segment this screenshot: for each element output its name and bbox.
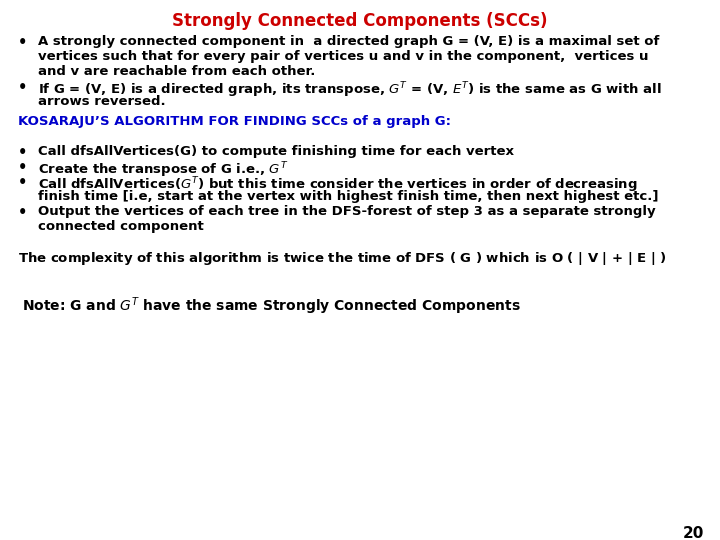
Text: •: • — [18, 35, 27, 50]
Text: •: • — [18, 160, 27, 175]
Text: A strongly connected component in  a directed graph G = (V, E) is a maximal set : A strongly connected component in a dire… — [38, 35, 660, 48]
Text: vertices such that for every pair of vertices u and v in the component,  vertice: vertices such that for every pair of ver… — [38, 50, 649, 63]
Text: KOSARAJU’S ALGORITHM FOR FINDING SCCs of a graph G:: KOSARAJU’S ALGORITHM FOR FINDING SCCs of… — [18, 115, 451, 128]
Text: •: • — [18, 80, 27, 95]
Text: Call dfsAllVertices(G) to compute finishing time for each vertex: Call dfsAllVertices(G) to compute finish… — [38, 145, 514, 158]
Text: If G = (V, E) is a directed graph, its transpose, $G^T$ = (V, $E^T$) is the same: If G = (V, E) is a directed graph, its t… — [38, 80, 662, 99]
Text: finish time [i.e, start at the vertex with highest finish time, then next highes: finish time [i.e, start at the vertex wi… — [38, 190, 659, 203]
Text: and v are reachable from each other.: and v are reachable from each other. — [38, 65, 315, 78]
Text: connected component: connected component — [38, 220, 204, 233]
Text: •: • — [18, 175, 27, 190]
Text: 20: 20 — [683, 526, 704, 540]
Text: •: • — [18, 145, 27, 160]
Text: $\bf{Note}$: G and $G^T$ have the same Strongly Connected Components: $\bf{Note}$: G and $G^T$ have the same S… — [22, 295, 521, 316]
Text: Call dfsAllVertices($G^T$) but this time consider the vertices in order of decre: Call dfsAllVertices($G^T$) but this time… — [38, 175, 637, 194]
Text: Strongly Connected Components (SCCs): Strongly Connected Components (SCCs) — [172, 12, 548, 30]
Text: •: • — [18, 205, 27, 220]
Text: Output the vertices of each tree in the DFS-forest of step 3 as a separate stron: Output the vertices of each tree in the … — [38, 205, 656, 218]
Text: Create the transpose of G i.e., $G^T$: Create the transpose of G i.e., $G^T$ — [38, 160, 288, 180]
Text: arrows reversed.: arrows reversed. — [38, 95, 166, 108]
Text: The complexity of this algorithm is twice the time of DFS ( G ) which is $\mathb: The complexity of this algorithm is twic… — [18, 250, 667, 267]
